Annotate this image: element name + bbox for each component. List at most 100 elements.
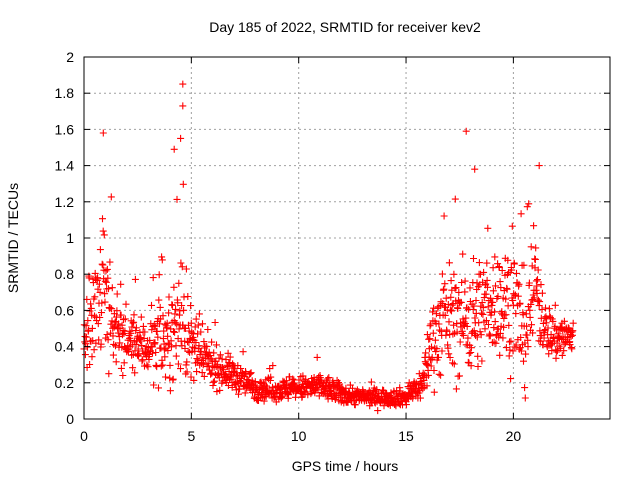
data-point	[445, 259, 453, 267]
x-axis-label: GPS time / hours	[292, 458, 399, 474]
data-point	[158, 256, 166, 264]
data-point	[491, 318, 499, 326]
data-point	[435, 320, 443, 328]
data-point	[95, 280, 103, 288]
data-point	[496, 278, 504, 286]
data-point	[495, 333, 503, 341]
data-point	[444, 301, 452, 308]
data-point	[102, 278, 110, 286]
data-point	[500, 314, 508, 322]
data-point	[195, 342, 203, 350]
data-point	[148, 326, 156, 334]
data-point	[549, 317, 557, 325]
data-point	[194, 321, 202, 329]
data-point	[505, 352, 513, 360]
data-point	[435, 353, 442, 361]
data-point	[444, 344, 452, 352]
data-point	[183, 358, 191, 366]
data-point	[530, 222, 538, 230]
data-point	[506, 338, 513, 346]
data-point	[162, 373, 169, 381]
data-point	[144, 363, 152, 371]
data-point	[128, 323, 136, 331]
data-point	[531, 255, 539, 263]
data-point	[151, 322, 159, 330]
x-tick-label: 0	[80, 428, 88, 444]
data-point	[506, 346, 514, 354]
data-point	[331, 396, 339, 403]
grid-lines	[84, 57, 610, 419]
data-point	[540, 334, 548, 342]
data-point	[538, 289, 546, 297]
data-point	[267, 373, 275, 381]
data-point	[118, 321, 126, 329]
data-point	[446, 306, 454, 314]
data-point	[524, 343, 532, 351]
data-point	[87, 300, 95, 308]
data-point	[336, 380, 344, 388]
data-point	[229, 360, 237, 368]
data-point	[180, 306, 188, 314]
data-point	[152, 361, 160, 369]
data-point	[167, 337, 175, 345]
data-point	[94, 274, 102, 282]
data-point	[96, 314, 104, 321]
data-point	[196, 347, 204, 355]
data-point	[482, 280, 490, 288]
data-point	[441, 280, 449, 288]
data-point	[560, 347, 568, 355]
axis-tick-labels: 00.20.40.60.811.21.41.61.820 5 10 15 20	[55, 49, 522, 444]
data-point	[426, 335, 434, 343]
data-point	[456, 338, 464, 346]
data-point	[107, 193, 115, 201]
data-point	[241, 389, 249, 397]
data-point	[526, 313, 534, 321]
data-point	[525, 200, 533, 208]
data-point	[163, 319, 171, 327]
x-tick-label: 15	[398, 428, 414, 444]
data-point	[85, 326, 92, 334]
data-point	[438, 347, 446, 355]
data-point	[491, 253, 499, 261]
data-point	[109, 332, 117, 340]
data-point	[111, 318, 119, 326]
data-point	[470, 302, 478, 310]
data-point	[98, 299, 106, 307]
data-point	[476, 328, 484, 336]
data-point	[342, 384, 350, 392]
data-point	[153, 327, 161, 335]
data-point	[558, 351, 566, 359]
data-point	[87, 337, 95, 345]
data-point	[492, 282, 499, 290]
data-point	[132, 340, 140, 348]
data-point	[121, 315, 129, 323]
data-point	[523, 322, 531, 330]
data-point	[245, 370, 253, 378]
data-point	[452, 284, 460, 292]
data-point	[489, 287, 497, 295]
data-point	[477, 331, 485, 339]
data-point	[517, 347, 525, 355]
data-point	[542, 304, 549, 312]
data-point	[226, 353, 234, 361]
data-point	[134, 345, 142, 353]
data-point	[510, 260, 518, 268]
data-point	[170, 328, 177, 335]
data-point	[514, 292, 522, 300]
data-point	[485, 321, 492, 328]
data-point	[491, 308, 498, 316]
data-point	[84, 317, 92, 325]
data-point	[161, 353, 169, 361]
data-point	[200, 372, 208, 380]
data-point	[86, 361, 94, 368]
data-point	[194, 330, 202, 338]
data-point	[105, 285, 112, 293]
data-point	[374, 407, 382, 415]
data-point	[521, 394, 529, 402]
data-point	[373, 386, 381, 394]
data-point	[171, 328, 179, 336]
data-point	[110, 323, 118, 331]
y-tick-label: 0.6	[55, 302, 75, 318]
data-point	[478, 309, 485, 317]
data-point	[120, 359, 128, 367]
